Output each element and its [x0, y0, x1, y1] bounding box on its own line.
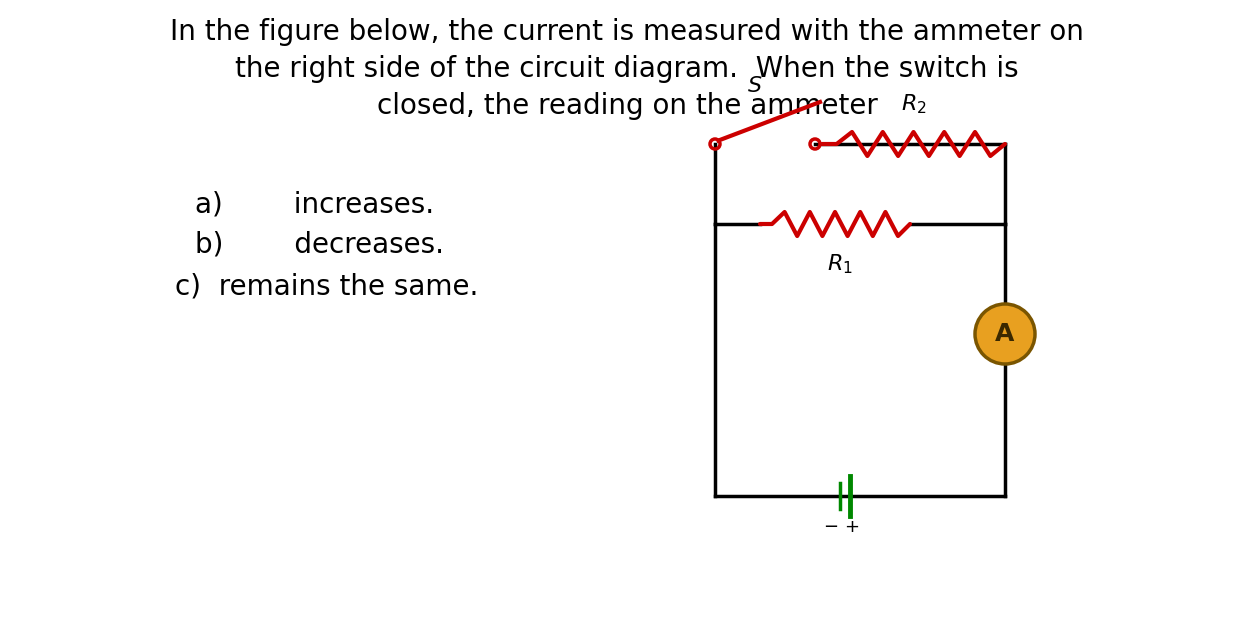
Text: +: + [844, 518, 859, 536]
Text: S: S [747, 76, 762, 96]
Text: closed, the reading on the ammeter: closed, the reading on the ammeter [376, 92, 878, 120]
Circle shape [976, 304, 1035, 364]
Text: c)  remains the same.: c) remains the same. [176, 272, 478, 300]
Text: b)        decreases.: b) decreases. [196, 230, 444, 258]
Text: −: − [824, 518, 839, 536]
Text: a)        increases.: a) increases. [196, 190, 434, 218]
Text: $R_2$: $R_2$ [900, 92, 927, 116]
Text: A: A [996, 322, 1014, 346]
Text: In the figure below, the current is measured with the ammeter on: In the figure below, the current is meas… [171, 18, 1083, 46]
Text: the right side of the circuit diagram.  When the switch is: the right side of the circuit diagram. W… [236, 55, 1018, 83]
Text: $R_1$: $R_1$ [828, 252, 853, 276]
